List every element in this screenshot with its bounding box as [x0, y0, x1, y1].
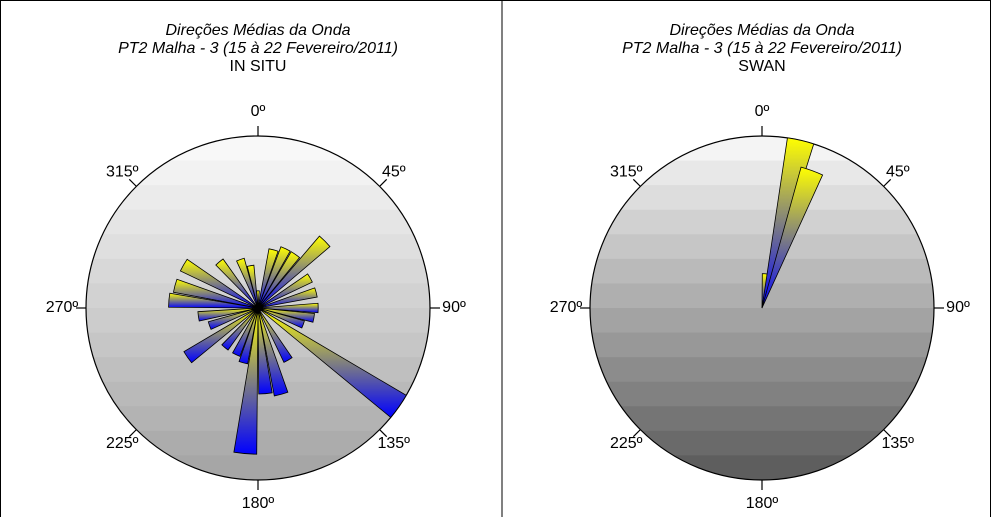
sector: [761, 166, 824, 309]
chart-title: Direções Médias da Onda: [670, 22, 855, 39]
sector: [215, 258, 259, 309]
band: [86, 209, 430, 236]
sector: [257, 302, 319, 314]
sector: [197, 307, 259, 322]
chart-title: Direções Médias da Onda: [166, 22, 351, 39]
tick-label: 135º: [881, 435, 914, 452]
band: [590, 406, 934, 432]
band: [86, 234, 430, 260]
tick-label: 270º: [550, 299, 583, 316]
tick-label: 270º: [46, 299, 79, 316]
band: [590, 209, 934, 236]
sector: [221, 307, 259, 351]
band: [590, 357, 934, 383]
band: [590, 234, 934, 260]
tick-label: 225º: [610, 435, 643, 452]
tick-label: 315º: [106, 163, 139, 180]
band: [86, 136, 430, 162]
sector: [257, 307, 305, 329]
band: [86, 455, 430, 480]
tick-mark: [379, 178, 388, 187]
tick-label: 45º: [886, 163, 910, 180]
sector: [257, 251, 301, 309]
sector: [172, 278, 259, 309]
sector: [257, 307, 273, 395]
sector: [207, 307, 259, 330]
sector: [257, 307, 289, 397]
sector: [168, 292, 259, 309]
sector: [246, 264, 259, 309]
tick-label: 90º: [946, 299, 970, 316]
band: [86, 406, 430, 432]
tick-label: 180º: [242, 495, 275, 512]
band: [590, 308, 934, 334]
tick-label: 135º: [377, 435, 410, 452]
band: [86, 185, 430, 211]
tick-label: 225º: [106, 435, 139, 452]
background: [590, 136, 934, 480]
band: [590, 455, 934, 480]
sector: [257, 307, 293, 363]
sector: [257, 307, 407, 418]
tick-label: 45º: [382, 163, 406, 180]
sector: [183, 307, 259, 364]
tick-label: 180º: [746, 495, 779, 512]
tick-mark: [128, 178, 137, 187]
sector: [257, 248, 279, 309]
sector: [232, 307, 259, 357]
tick-mark: [632, 178, 641, 187]
chart-label: SWAN: [738, 58, 785, 75]
chart-subtitle: PT2 Malha - 3 (15 à 22 Fevereiro/2011): [118, 40, 398, 57]
band: [86, 258, 430, 285]
sector: [233, 307, 259, 455]
sector: [257, 287, 318, 309]
band: [590, 332, 934, 359]
sector: [238, 307, 259, 365]
band: [590, 185, 934, 211]
tick-mark: [883, 429, 892, 438]
tick-mark: [883, 178, 892, 187]
band: [590, 381, 934, 408]
tick-mark: [632, 429, 641, 438]
tick-label: 0º: [755, 103, 770, 120]
sector: [179, 258, 259, 309]
tick-label: 0º: [251, 103, 266, 120]
tick-label: 90º: [442, 299, 466, 316]
band: [590, 136, 934, 162]
tick-mark: [128, 429, 137, 438]
sector: [236, 257, 259, 309]
center-dot: [254, 304, 262, 312]
sector: [257, 273, 313, 309]
tick-label: 315º: [610, 163, 643, 180]
chart-subtitle: PT2 Malha - 3 (15 à 22 Fevereiro/2011): [622, 40, 902, 57]
sector: [257, 246, 291, 309]
sector: [257, 235, 331, 309]
chart-label: IN SITU: [230, 58, 287, 75]
tick-mark: [379, 429, 388, 438]
